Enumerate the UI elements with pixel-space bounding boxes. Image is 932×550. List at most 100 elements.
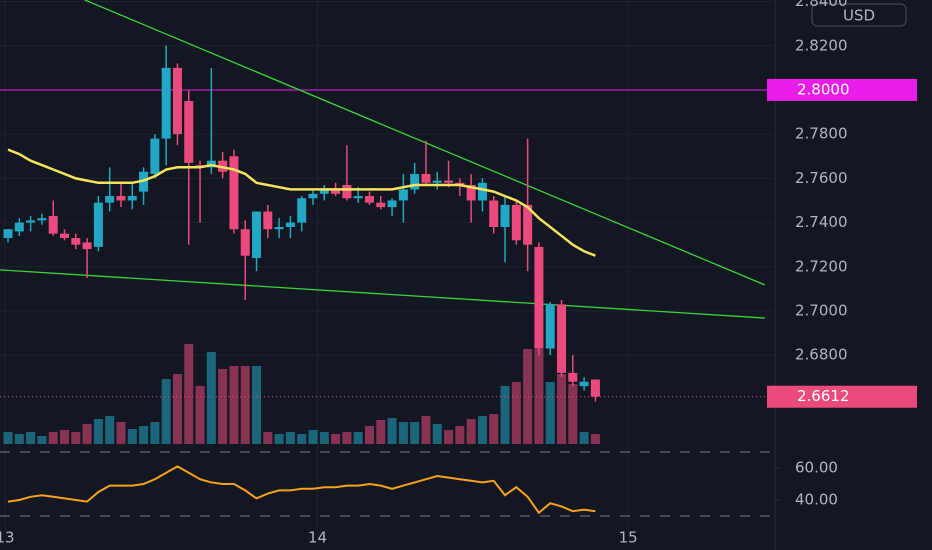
volume-bar bbox=[523, 349, 533, 444]
x-tick-label: 13 bbox=[0, 529, 15, 547]
candle-body bbox=[410, 173, 420, 190]
candle-body bbox=[150, 138, 160, 174]
volume-bar bbox=[511, 382, 521, 444]
y-tick-label: 2.6800 bbox=[795, 346, 848, 364]
candle-body bbox=[511, 204, 521, 241]
level-label: 2.8000 bbox=[797, 80, 850, 98]
volume-bar bbox=[387, 418, 397, 444]
volume-bar bbox=[37, 436, 47, 444]
candle-body bbox=[161, 67, 171, 139]
candle-body bbox=[71, 238, 81, 245]
candle-body bbox=[319, 189, 329, 194]
volume-bar bbox=[500, 386, 510, 444]
candle-body bbox=[285, 222, 295, 227]
volume-bar bbox=[534, 349, 544, 444]
volume-bar bbox=[3, 432, 13, 444]
y-tick-label: 2.7600 bbox=[795, 169, 848, 187]
candle-body bbox=[387, 200, 397, 208]
candle-body bbox=[376, 202, 386, 208]
candle-body bbox=[116, 196, 126, 201]
volume-bar bbox=[285, 432, 295, 444]
candle-body bbox=[308, 193, 318, 199]
volume-bar bbox=[195, 386, 205, 444]
volume-bar bbox=[444, 430, 454, 444]
candle-body bbox=[105, 196, 115, 203]
candle-body bbox=[500, 204, 510, 227]
candle-body bbox=[579, 381, 589, 387]
candle-body bbox=[444, 180, 454, 183]
candle-body bbox=[172, 67, 182, 135]
trendline bbox=[0, 269, 765, 319]
volume-bar bbox=[410, 422, 420, 444]
volume-bar bbox=[432, 424, 442, 444]
candle-body bbox=[93, 202, 103, 247]
candle-body bbox=[184, 101, 194, 163]
volume-bar bbox=[579, 432, 589, 444]
volume-bar bbox=[14, 434, 24, 444]
volume-bar bbox=[116, 422, 126, 444]
volume-bar bbox=[297, 434, 307, 444]
candle-body bbox=[37, 218, 47, 221]
volume-bar bbox=[331, 434, 341, 444]
level-label-box bbox=[767, 78, 917, 101]
candle-body bbox=[353, 196, 363, 199]
candle-body bbox=[14, 222, 24, 232]
volume-bar bbox=[105, 416, 115, 444]
candle-body bbox=[545, 304, 555, 349]
candle-body bbox=[466, 184, 476, 201]
volume-bar bbox=[398, 422, 408, 444]
trendline bbox=[84, 0, 766, 286]
volume-bar bbox=[557, 374, 567, 444]
volume-bar bbox=[82, 424, 92, 444]
rsi-tick-label: 40.00 bbox=[795, 491, 838, 509]
y-tick-label: 2.7200 bbox=[795, 257, 848, 275]
candle-body bbox=[421, 173, 431, 183]
candle-body bbox=[432, 180, 442, 183]
candle-body bbox=[557, 304, 567, 373]
volume-bar bbox=[93, 419, 103, 444]
candle-body bbox=[3, 229, 13, 239]
volume-bar bbox=[477, 416, 487, 444]
currency[interactable]: USD bbox=[843, 7, 875, 25]
volume-bar bbox=[421, 416, 431, 444]
candle-body bbox=[331, 189, 341, 194]
volume-bar bbox=[263, 432, 273, 444]
volume-bar bbox=[127, 429, 137, 444]
volume-bar bbox=[489, 414, 499, 444]
candle-body bbox=[252, 211, 262, 258]
volume-bar bbox=[274, 434, 284, 444]
volume-bar bbox=[184, 344, 194, 444]
candle-body bbox=[568, 372, 578, 382]
volume-bar bbox=[206, 352, 216, 444]
candle-body bbox=[342, 184, 352, 199]
candle-body bbox=[229, 156, 239, 230]
volume-bar bbox=[139, 426, 149, 444]
candle-body bbox=[297, 198, 307, 223]
rsi-line bbox=[7, 465, 596, 515]
volume-bar bbox=[240, 366, 250, 444]
candle-body bbox=[477, 182, 487, 201]
volume-bar bbox=[342, 432, 352, 444]
volume-bar bbox=[568, 384, 578, 444]
volume-bar bbox=[161, 379, 171, 444]
volume-bar bbox=[545, 382, 555, 444]
candle-body bbox=[240, 229, 250, 256]
candle-body bbox=[523, 204, 533, 245]
volume-bar bbox=[364, 426, 374, 444]
y-tick-label: 2.8200 bbox=[795, 36, 848, 54]
y-tick-label: 2.7800 bbox=[795, 125, 848, 143]
volume-bar bbox=[59, 430, 69, 444]
currency-box[interactable] bbox=[811, 3, 907, 27]
y-tick-label: 2.7000 bbox=[795, 301, 848, 319]
volume-bar bbox=[172, 374, 182, 444]
volume-bar bbox=[308, 430, 318, 444]
candle-body bbox=[489, 200, 499, 227]
volume-bar bbox=[455, 426, 465, 444]
volume-bar bbox=[218, 369, 228, 444]
volume-bar bbox=[319, 432, 329, 444]
candle-body bbox=[534, 246, 544, 349]
candle-body bbox=[26, 220, 36, 223]
candle-body bbox=[263, 211, 273, 230]
moving-average bbox=[7, 148, 596, 257]
candle-body bbox=[127, 196, 137, 201]
